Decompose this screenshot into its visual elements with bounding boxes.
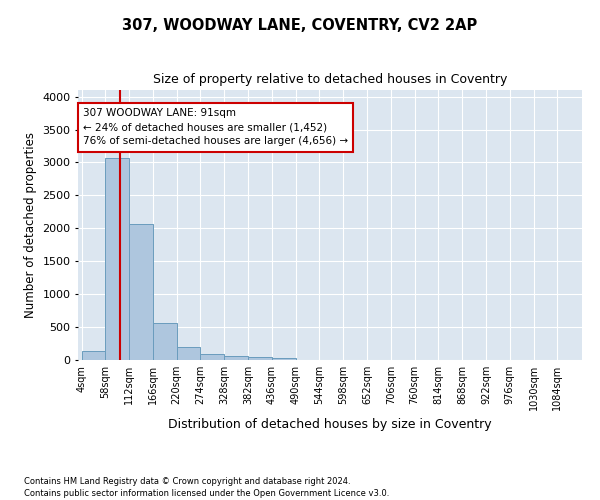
X-axis label: Distribution of detached houses by size in Coventry: Distribution of detached houses by size … [168,418,492,432]
Bar [272,358,296,360]
Text: 307 WOODWAY LANE: 91sqm
← 24% of detached houses are smaller (1,452)
76% of semi: 307 WOODWAY LANE: 91sqm ← 24% of detache… [83,108,348,146]
Bar [82,352,106,360]
Title: Size of property relative to detached houses in Coventry: Size of property relative to detached ho… [153,73,507,86]
Y-axis label: Number of detached properties: Number of detached properties [23,132,37,318]
Bar [106,158,129,360]
Bar [129,224,153,360]
Bar [176,347,200,360]
Text: 307, WOODWAY LANE, COVENTRY, CV2 2AP: 307, WOODWAY LANE, COVENTRY, CV2 2AP [122,18,478,32]
Bar [153,323,176,360]
Bar [200,354,224,360]
Text: Contains HM Land Registry data © Crown copyright and database right 2024.
Contai: Contains HM Land Registry data © Crown c… [24,476,389,498]
Bar [248,358,272,360]
Bar [224,356,248,360]
